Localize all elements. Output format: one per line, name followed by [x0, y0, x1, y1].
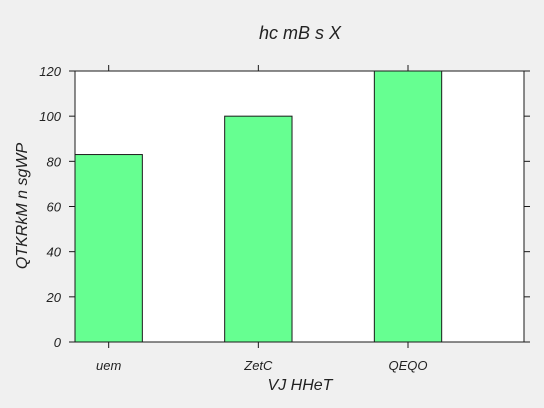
chart-title: hc mB s X: [259, 23, 342, 43]
y-axis-ticks: 0 20 40 60 80 100 120: [39, 64, 530, 350]
y-tick-label: 40: [47, 245, 62, 260]
y-axis-label: QTKRkM n sgWP: [14, 143, 31, 270]
bars-group: [74, 70, 443, 343]
y-tick-label: 20: [46, 290, 62, 305]
y-tick-label: 80: [47, 154, 62, 169]
y-tick-label: 0: [54, 335, 62, 350]
plot-area: [74, 70, 525, 343]
x-tick-label: QEQO: [389, 358, 428, 373]
x-tick-label: ZetC: [243, 358, 273, 373]
y-tick-label: 60: [47, 200, 62, 215]
x-tick-label: uem: [96, 358, 121, 373]
y-tick-label: 100: [39, 109, 61, 124]
y-tick-label: 120: [39, 64, 61, 79]
bar-uem: [74, 154, 143, 343]
x-axis-label: VJ HHeT: [268, 377, 334, 394]
x-axis-ticks: uem ZetC QEQO: [96, 65, 428, 373]
bar-qeqo: [373, 70, 443, 343]
bar-zetc: [224, 115, 293, 343]
